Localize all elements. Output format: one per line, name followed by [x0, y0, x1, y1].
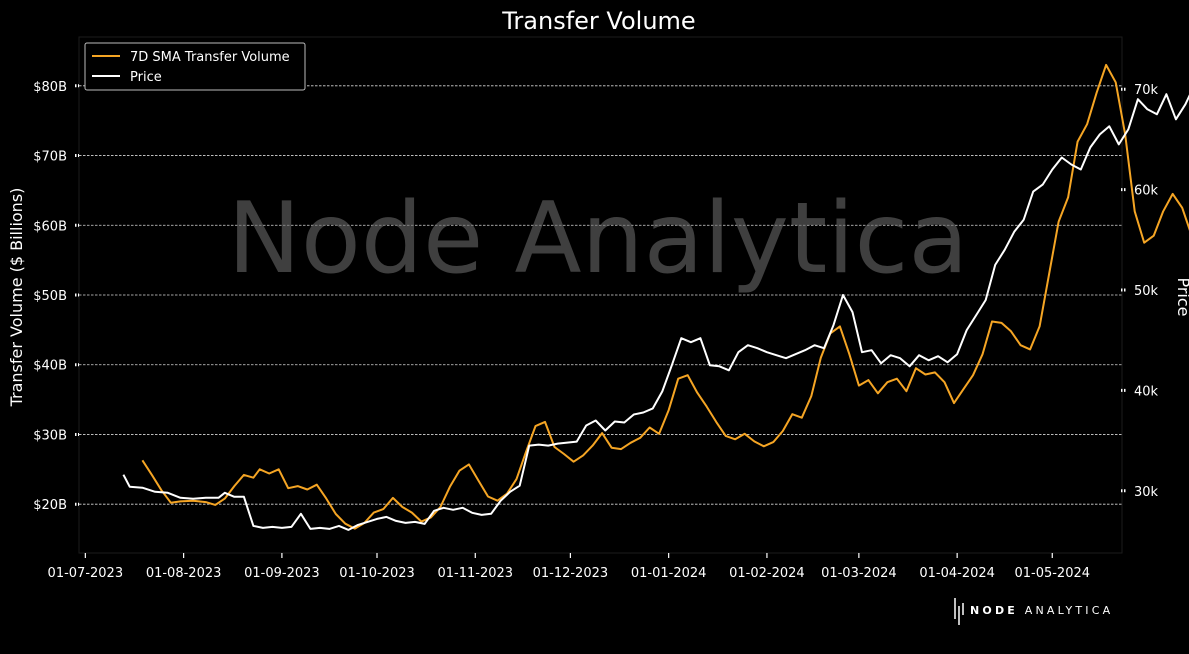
- legend: 7D SMA Transfer Volume Price: [84, 42, 306, 91]
- legend-label-price: Price: [130, 70, 162, 85]
- brand-text-bold: NODE: [970, 604, 1018, 617]
- y-tick-label-left: $60B: [33, 219, 67, 234]
- y-tick-label-right: 30k: [1134, 485, 1159, 500]
- x-tick-label: 01-08-2023: [146, 566, 222, 581]
- brand-text-light: ANALYTICA: [1025, 604, 1114, 617]
- series-line-price: [122, 93, 1189, 531]
- y-tick-label-right: 40k: [1134, 384, 1159, 399]
- y-axis-label-left: Transfer Volume ($ Billions): [7, 188, 26, 408]
- y-tick-label-left: $20B: [33, 498, 67, 513]
- y-tick-label-left: $70B: [33, 150, 67, 165]
- y-tick-label-left: $50B: [33, 289, 67, 304]
- y-tick-label-right: 50k: [1134, 284, 1159, 299]
- x-tick-label: 01-02-2024: [729, 566, 805, 581]
- watermark: Node Analytica: [228, 182, 969, 296]
- brand-text: NODE ANALYTICA: [970, 604, 1113, 617]
- x-tick-label: 01-03-2024: [821, 566, 897, 581]
- y-tick-label-left: $40B: [33, 359, 67, 374]
- legend-label-transfer-volume: 7D SMA Transfer Volume: [130, 50, 290, 65]
- y-tick-label-right: 70k: [1134, 83, 1159, 98]
- y-tick-label-right: 60k: [1134, 184, 1159, 199]
- x-tick-label: 01-04-2024: [919, 566, 995, 581]
- x-tick-label: 01-01-2024: [631, 566, 707, 581]
- x-tick-label: 01-11-2023: [437, 566, 513, 581]
- grid-lines: [79, 85, 1122, 505]
- x-tick-label: 01-05-2024: [1014, 566, 1090, 581]
- series-line-transfer-volume: [141, 63, 1189, 530]
- brand-logo: NODE ANALYTICA: [954, 598, 1113, 625]
- x-tick-label: 01-09-2023: [244, 566, 320, 581]
- series-layer: [122, 63, 1189, 531]
- y-axis-label-right: Price: [1174, 277, 1189, 316]
- x-tick-label: 01-07-2023: [48, 566, 124, 581]
- y-tick-label-left: $80B: [33, 80, 67, 95]
- x-tick-label: 01-12-2023: [533, 566, 609, 581]
- legend-box: [84, 42, 306, 91]
- x-tick-label: 01-10-2023: [339, 566, 415, 581]
- axis-ticks: $20B $30B $40B $50B $60B $70B $80B 30k 40k 50k 60k…: [33, 80, 1158, 581]
- y-tick-label-left: $30B: [33, 428, 67, 443]
- chart-title: Transfer Volume: [501, 7, 695, 35]
